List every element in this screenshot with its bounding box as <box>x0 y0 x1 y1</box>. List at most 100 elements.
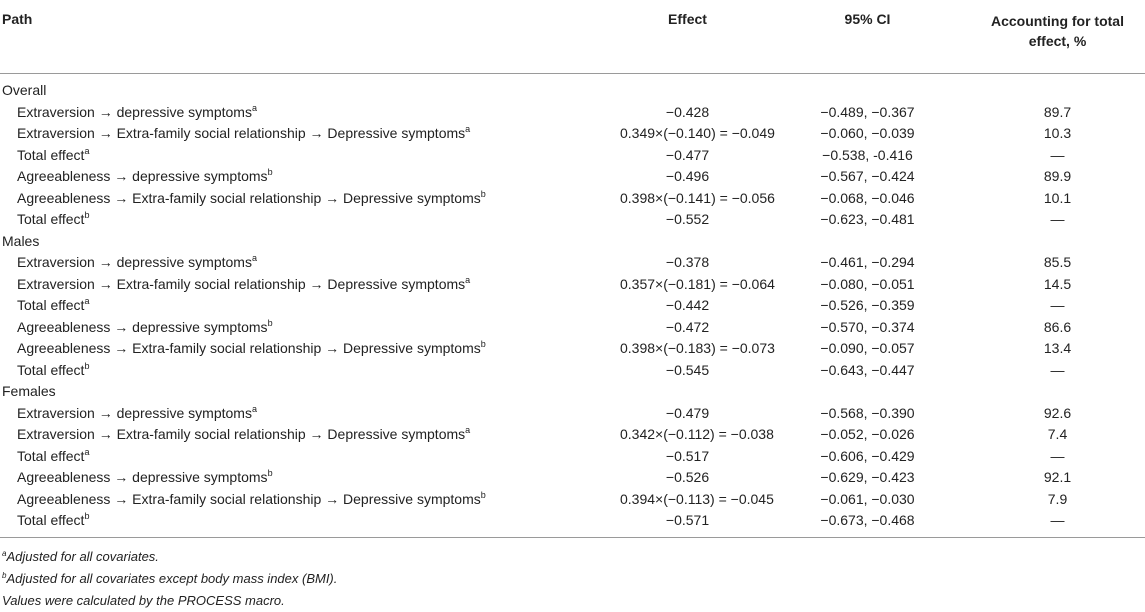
path-text: Extraversion → Extra-family social relat… <box>17 275 466 292</box>
table-footnotes: aAdjusted for all covariates. bAdjusted f… <box>0 538 1145 612</box>
ci-cell: −0.568, −0.390 <box>820 404 915 421</box>
footnote-marker: a <box>84 446 90 457</box>
footnote-marker: a <box>251 253 257 264</box>
path-cell: Agreeableness → depressive symptomsb <box>0 166 570 188</box>
accounting-cell: 89.7 <box>1043 103 1072 120</box>
table-row: Extraversion → Extra-family social relat… <box>0 123 1145 145</box>
footnote-text: Adjusted for all covariates except body … <box>6 570 338 586</box>
footnote-marker: b <box>267 167 273 178</box>
table-row: Extraversion → Extra-family social relat… <box>0 424 1145 446</box>
ci-cell: −0.080, −0.051 <box>820 275 915 292</box>
path-cell: Agreeableness → Extra-family social rela… <box>0 489 570 511</box>
accounting-cell: 10.1 <box>1043 189 1072 206</box>
effect-cell: −0.517 <box>665 447 710 464</box>
table-row: Extraversion → depressive symptomsa −0.47… <box>0 403 1145 425</box>
path-text: Extraversion → depressive symptoms <box>17 254 252 271</box>
footnote-marker: a <box>465 425 471 436</box>
footnote-marker: a <box>2 548 7 558</box>
effect-cell: −0.479 <box>665 404 710 421</box>
path-cell: Extraversion → Extra-family social relat… <box>0 274 570 296</box>
accounting-cell: 86.6 <box>1043 318 1072 335</box>
footnote-marker: b <box>480 188 486 199</box>
path-text: Total effect <box>17 361 85 378</box>
effect-cell: 0.398×(−0.141) = −0.056 <box>620 189 775 206</box>
path-text: Total effect <box>17 297 85 314</box>
footnote-marker: b <box>2 570 7 580</box>
table-row: Agreeableness → depressive symptomsb −0.4… <box>0 317 1145 339</box>
footnote-marker: a <box>465 124 471 135</box>
table-row: Total effectb −0.571 −0.673, −0.468 — <box>0 510 1145 537</box>
ci-cell: −0.052, −0.026 <box>820 426 915 443</box>
table-row: Total effecta −0.517 −0.606, −0.429 — <box>0 446 1145 468</box>
path-text: Extraversion → Extra-family social relat… <box>17 125 466 142</box>
group-label: Males <box>2 232 40 249</box>
accounting-cell: 89.9 <box>1043 168 1072 185</box>
effect-cell: −0.545 <box>665 361 710 378</box>
group-row: Females <box>0 381 1145 403</box>
ci-cell: −0.570, −0.374 <box>820 318 915 335</box>
path-text: Total effect <box>17 447 85 464</box>
footnote-marker: a <box>465 274 471 285</box>
path-cell: Extraversion → depressive symptomsa <box>0 403 570 425</box>
accounting-cell: — <box>1050 361 1065 378</box>
footnote-marker: b <box>84 360 90 371</box>
accounting-cell: 92.6 <box>1043 404 1072 421</box>
path-cell: Total effecta <box>0 295 570 317</box>
path-cell: Agreeableness → depressive symptomsb <box>0 317 570 339</box>
path-cell: Total effectb <box>0 209 570 231</box>
path-text: Agreeableness → Extra-family social rela… <box>17 189 481 206</box>
accounting-cell: — <box>1050 447 1065 464</box>
table-row: Total effectb −0.552 −0.623, −0.481 — <box>0 209 1145 231</box>
path-text: Agreeableness → Extra-family social rela… <box>17 490 481 507</box>
path-cell: Extraversion → depressive symptomsa <box>0 252 570 274</box>
accounting-cell: — <box>1050 297 1065 314</box>
ci-cell: −0.673, −0.468 <box>820 512 915 529</box>
ci-cell: −0.629, −0.423 <box>820 469 915 486</box>
path-text: Total effect <box>17 512 85 529</box>
group-label: Overall <box>2 82 47 99</box>
path-text: Agreeableness → depressive symptoms <box>17 168 268 185</box>
effect-cell: 0.342×(−0.112) = −0.038 <box>620 426 774 443</box>
header-effect: Effect <box>570 0 755 74</box>
path-cell: Agreeableness → depressive symptomsb <box>0 467 570 489</box>
path-text: Agreeableness → depressive symptoms <box>17 469 268 486</box>
accounting-cell: 92.1 <box>1043 469 1072 486</box>
header-path: Path <box>0 0 570 74</box>
table-row: Extraversion → depressive symptomsa −0.42… <box>0 102 1145 124</box>
accounting-cell: 13.4 <box>1043 340 1072 357</box>
table-row: Agreeableness → depressive symptomsb −0.5… <box>0 467 1145 489</box>
table-row: Agreeableness → Extra-family social rela… <box>0 188 1145 210</box>
path-text: Total effect <box>17 211 85 228</box>
group-row: Overall <box>0 74 1145 102</box>
accounting-cell: — <box>1050 146 1065 163</box>
path-text: Extraversion → depressive symptoms <box>17 103 252 120</box>
ci-cell: −0.068, −0.046 <box>820 189 915 206</box>
effect-cell: −0.477 <box>665 146 710 163</box>
path-cell: Agreeableness → Extra-family social rela… <box>0 188 570 210</box>
header-row: Path Effect 95% CI Accounting for total … <box>0 0 1145 74</box>
group-row: Males <box>0 231 1145 253</box>
footnote-marker: a <box>84 296 90 307</box>
effect-cell: −0.552 <box>665 211 710 228</box>
path-cell: Total effectb <box>0 360 570 382</box>
ci-cell: −0.061, −0.030 <box>820 490 915 507</box>
ci-cell: −0.489, −0.367 <box>820 103 915 120</box>
path-text: Total effect <box>17 146 85 163</box>
mediation-results-table: Path Effect 95% CI Accounting for total … <box>0 0 1145 537</box>
footnote-marker: b <box>267 317 273 328</box>
path-cell: Extraversion → depressive symptomsa <box>0 102 570 124</box>
footnote: aAdjusted for all covariates. <box>2 546 1145 568</box>
table-row: Total effectb −0.545 −0.643, −0.447 — <box>0 360 1145 382</box>
footnote-marker: b <box>267 468 273 479</box>
accounting-cell: 10.3 <box>1043 125 1072 142</box>
header-accounting-line1: Accounting for total <box>991 13 1124 29</box>
accounting-cell: 7.9 <box>1047 490 1068 507</box>
table-row: Agreeableness → depressive symptomsb −0.4… <box>0 166 1145 188</box>
ci-cell: −0.060, −0.039 <box>820 125 915 142</box>
effect-cell: −0.472 <box>665 318 710 335</box>
effect-cell: −0.378 <box>665 254 710 271</box>
accounting-cell: 7.4 <box>1047 426 1068 443</box>
path-cell: Total effecta <box>0 145 570 167</box>
path-text: Extraversion → Extra-family social relat… <box>17 426 466 443</box>
